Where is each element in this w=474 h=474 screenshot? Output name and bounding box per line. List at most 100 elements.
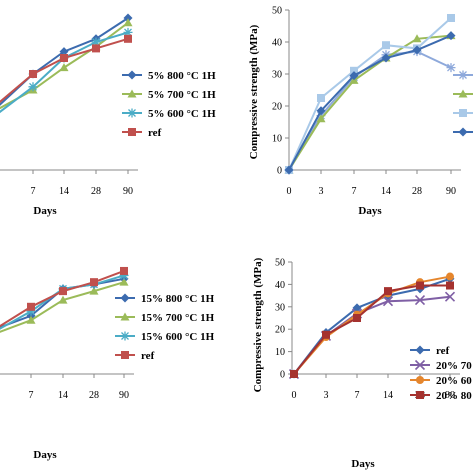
data-point: [123, 18, 133, 27]
legend-swatch-marker: [459, 109, 467, 117]
series-line: [288, 34, 452, 171]
y-tick-label: 20: [272, 102, 282, 113]
data-point: [446, 63, 456, 73]
data-point: [26, 315, 36, 324]
data-point: [124, 34, 132, 43]
x-tick-label: 7: [352, 186, 357, 197]
data-point: [29, 70, 37, 78]
y-tick-label: 40: [272, 38, 282, 49]
data-point: [120, 266, 128, 275]
data-point: [350, 66, 358, 75]
legend-label: 5% 800 °C 1H: [148, 70, 216, 82]
data-point: [317, 94, 325, 102]
data-point: [26, 306, 36, 316]
data-point: [89, 286, 99, 295]
data-point: [28, 82, 38, 92]
y-tick-label: 30: [272, 70, 282, 81]
legend-swatch-marker: [120, 293, 130, 303]
data-point: [91, 37, 101, 47]
x-tick-label: 0: [292, 390, 297, 401]
data-point: [412, 45, 422, 55]
data-point: [316, 114, 326, 123]
y-tick-label: 10: [275, 347, 285, 358]
y-axis-title: Compressive strength (MPa): [252, 257, 264, 392]
legend-swatch-marker: [416, 391, 424, 399]
data-point: [349, 71, 359, 81]
x-tick-label: 7: [29, 390, 34, 401]
data-point: [59, 47, 69, 57]
legend-swatch-marker: [120, 331, 130, 341]
data-point: [60, 54, 68, 62]
y-tick-label: 0: [280, 370, 285, 381]
data-point: [284, 165, 294, 175]
x-axis-title: Days: [33, 449, 57, 461]
y-tick-label: 40: [275, 280, 285, 291]
data-point: [384, 287, 392, 296]
x-tick-label: 28: [412, 186, 422, 197]
x-tick-label: 90: [445, 390, 455, 401]
y-tick-label: 10: [272, 134, 282, 145]
x-axis-title: Days: [358, 205, 382, 217]
legend-label: 15% 800 °C 1H: [141, 293, 215, 305]
legend-swatch-marker: [416, 376, 424, 384]
series-line: [293, 284, 450, 375]
x-tick-label: 90: [123, 186, 133, 197]
legend-label: 5% 600 °C 1H: [148, 108, 216, 120]
data-point: [290, 370, 298, 378]
data-point: [416, 281, 424, 290]
legend-swatch-marker: [458, 70, 468, 80]
data-point: [446, 31, 456, 41]
data-point: [381, 53, 391, 63]
legend-label: 20% 60: [436, 375, 472, 387]
x-axis-title: Days: [33, 205, 57, 217]
data-point: [382, 296, 394, 307]
series-line: [288, 17, 452, 171]
x-tick-label: 14: [383, 390, 393, 401]
legend-swatch-marker: [127, 108, 137, 118]
data-point: [353, 314, 361, 322]
data-point: [382, 41, 390, 50]
y-tick-label: 20: [275, 325, 285, 336]
x-tick-label: 3: [324, 390, 329, 401]
data-point: [446, 272, 454, 281]
chart-panel-top-left: 37142890Days5% 800 °C 1H5% 700 °C 1H5% 6…: [0, 13, 216, 217]
series-line: [293, 295, 451, 375]
data-point: [59, 63, 69, 72]
legend-label: ref: [436, 345, 450, 357]
series-line: [293, 275, 451, 375]
data-point: [27, 302, 35, 311]
x-tick-label: 0: [287, 186, 292, 197]
legend-label: 5% 700 °C 1H: [148, 89, 216, 101]
data-point: [90, 278, 98, 287]
legend-swatch-marker: [415, 345, 425, 355]
x-tick-label: 14: [59, 186, 69, 197]
x-tick-label: 28: [89, 390, 99, 401]
x-tick-label: 90: [119, 390, 129, 401]
chart-panel-top-right: 0 3 7 14 28 90 0 10 20 30 40 50 Days Compressive stre…: [248, 6, 473, 217]
legend-swatch-marker: [127, 70, 137, 80]
data-point: [414, 295, 426, 306]
y-axis-title: Compressive strength (MPa): [248, 24, 260, 159]
x-tick-label: 7: [31, 186, 36, 197]
x-tick-label: 14: [381, 186, 391, 197]
legend-label: 15% 700 °C 1H: [141, 312, 215, 324]
y-tick-label: 30: [275, 302, 285, 313]
legend-label: 20% 80: [436, 390, 472, 402]
x-axis-title: Days: [351, 458, 375, 470]
x-tick-label: 7: [355, 390, 360, 401]
data-point: [322, 330, 330, 339]
data-point: [119, 270, 129, 280]
x-tick-label: 28: [91, 186, 101, 197]
legend-label: ref: [148, 127, 162, 139]
y-tick-label: 50: [272, 6, 282, 17]
legend-swatch-marker: [120, 312, 130, 321]
legend-swatch-marker: [458, 89, 468, 98]
data-point: [123, 13, 133, 23]
y-tick-label: 50: [275, 258, 285, 269]
data-point: [92, 44, 100, 53]
legend-swatch-marker: [121, 351, 129, 359]
legend-swatch-marker: [458, 127, 468, 137]
data-point: [123, 27, 133, 37]
